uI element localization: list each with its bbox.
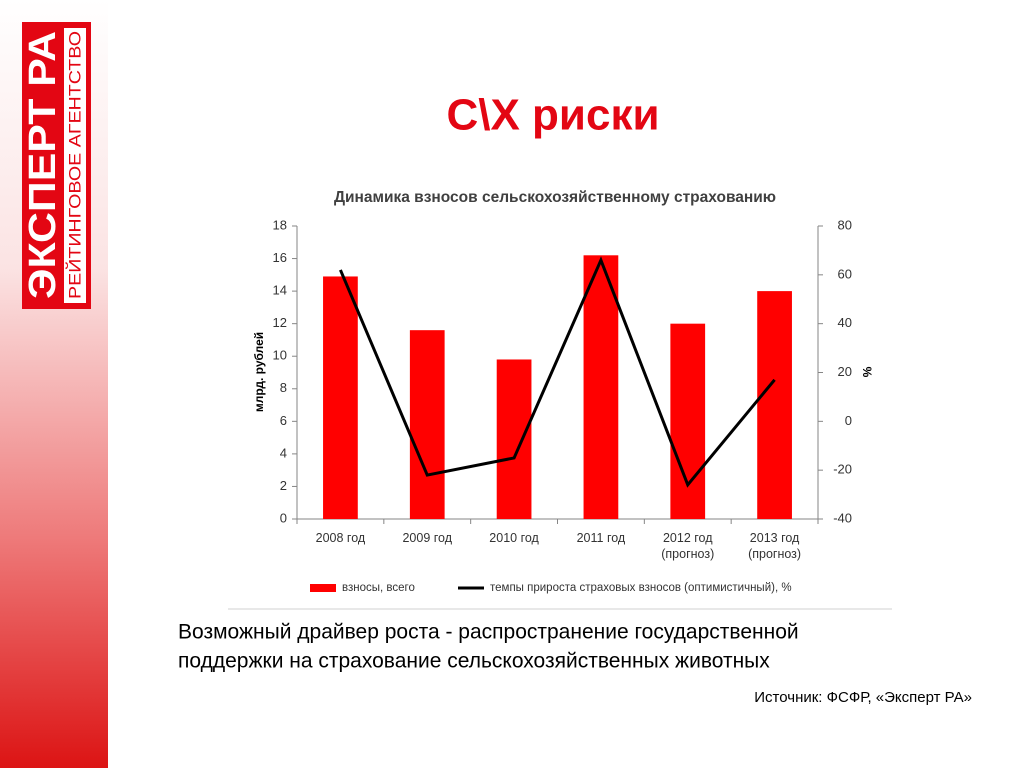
body-text: поддержки на страхование сельскохозяйств…: [178, 650, 770, 673]
source: Источник: ФСФР, «Эксперт РА»: [754, 689, 972, 706]
y-tick-label: 0: [280, 510, 287, 525]
y-tick-label: 4: [280, 445, 287, 460]
y2-tick-label: 20: [838, 364, 852, 379]
y2-tick-label: 0: [845, 413, 852, 428]
y2-tick-label: 60: [838, 266, 852, 281]
y-tick-label: 14: [273, 283, 287, 298]
y-tick-label: 2: [280, 478, 287, 493]
y-tick-label: 12: [273, 315, 287, 330]
bar: [670, 323, 706, 519]
logo-strip: [64, 28, 86, 303]
logo-main: ЭКСПЕРТ РА: [22, 31, 64, 299]
legend-label: темпы прироста страховых взносов (оптими…: [490, 582, 792, 594]
bar: [323, 276, 358, 519]
body-text: Возможный драйвер роста - распространени…: [178, 621, 799, 644]
x-tick-label: 2009 год: [402, 531, 453, 545]
x-tick-label: 2008 год: [315, 531, 366, 545]
logo-sub: РЕЙТИНГОВОЕ АГЕНТСТВО: [65, 31, 84, 299]
bar: [583, 255, 619, 520]
y2-tick-label: -40: [833, 510, 852, 525]
bar: [409, 330, 445, 519]
y-tick-label: 10: [273, 348, 287, 363]
bar: [496, 359, 532, 519]
slide-title: С\Х риски: [446, 91, 659, 140]
x-tick-label: 2011 год: [576, 531, 626, 545]
line: [339, 256, 776, 488]
y-tick-label: 16: [273, 250, 287, 265]
chart-title: Динамика взносов сельскохозяйственному с…: [334, 189, 776, 206]
y2-tick-label: 80: [838, 217, 852, 232]
y2-tick-label: -20: [833, 462, 852, 477]
x-tick-label: 2012 год (прогноз): [661, 531, 715, 561]
bar: [757, 291, 792, 519]
y2-tick-label: 40: [838, 315, 852, 330]
y-tick-label: 18: [273, 217, 287, 232]
legend-label: взносы, всего: [342, 582, 415, 594]
y2-axis-label: %: [860, 367, 874, 378]
x-tick-label: 2010 год: [489, 531, 539, 545]
x-tick-label: 2013 год (прогноз): [748, 531, 802, 561]
y-tick-label: 6: [280, 413, 287, 428]
y-axis-label: млрд. рублей: [252, 332, 266, 412]
legend-swatch: [310, 584, 336, 592]
y-tick-label: 8: [280, 380, 287, 395]
